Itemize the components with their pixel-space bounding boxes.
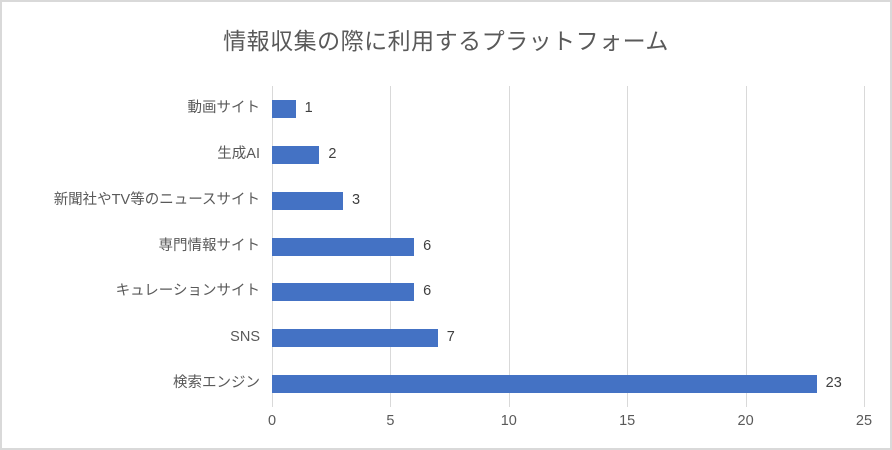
gridline-10 xyxy=(508,86,510,407)
category-label: 専門情報サイト xyxy=(158,237,261,254)
data-label: 6 xyxy=(423,283,432,300)
bar xyxy=(272,283,415,302)
bar xyxy=(272,145,320,164)
value-axis: 0 5 10 15 20 25 xyxy=(268,413,872,435)
gridline-15 xyxy=(627,86,629,407)
gridline-25 xyxy=(864,86,865,407)
gridline-20 xyxy=(745,86,747,407)
x-tick-label-0: 0 xyxy=(267,413,277,429)
category-label: SNS xyxy=(230,329,260,346)
data-label: 3 xyxy=(352,191,361,208)
chart-title: 情報収集の際に利用するプラットフォーム xyxy=(223,28,669,54)
bar xyxy=(272,329,438,348)
x-tick-label-25: 25 xyxy=(855,413,873,429)
category-axis: 動画サイト生成AI 新聞社やTV等のニュースサイト専門情報サイトキュレーションサイ… xyxy=(2,86,260,407)
x-tick-label-20: 20 xyxy=(737,413,754,429)
data-label: 6 xyxy=(423,237,432,254)
data-label: 2 xyxy=(328,145,337,162)
category-label: 新聞社やTV等のニュースサイト xyxy=(53,191,260,208)
bar xyxy=(272,99,296,118)
category-label: 検索エンジン xyxy=(173,375,260,392)
category-label: 動画サイト xyxy=(187,100,261,116)
bar xyxy=(272,375,817,394)
x-tick-label-15: 15 xyxy=(619,413,636,429)
x-tick-label-5: 5 xyxy=(386,413,395,429)
plot-area: 1 2 3 6 6 7 23 xyxy=(272,86,865,407)
bar xyxy=(272,237,415,256)
data-label: 1 xyxy=(304,100,313,116)
bar xyxy=(272,191,344,210)
category-label: キュレーションサイト xyxy=(115,283,260,300)
data-label: 7 xyxy=(446,329,455,346)
data-label: 23 xyxy=(825,375,842,392)
category-label: 生成AI xyxy=(217,145,260,162)
x-tick-label-10: 10 xyxy=(500,413,517,429)
